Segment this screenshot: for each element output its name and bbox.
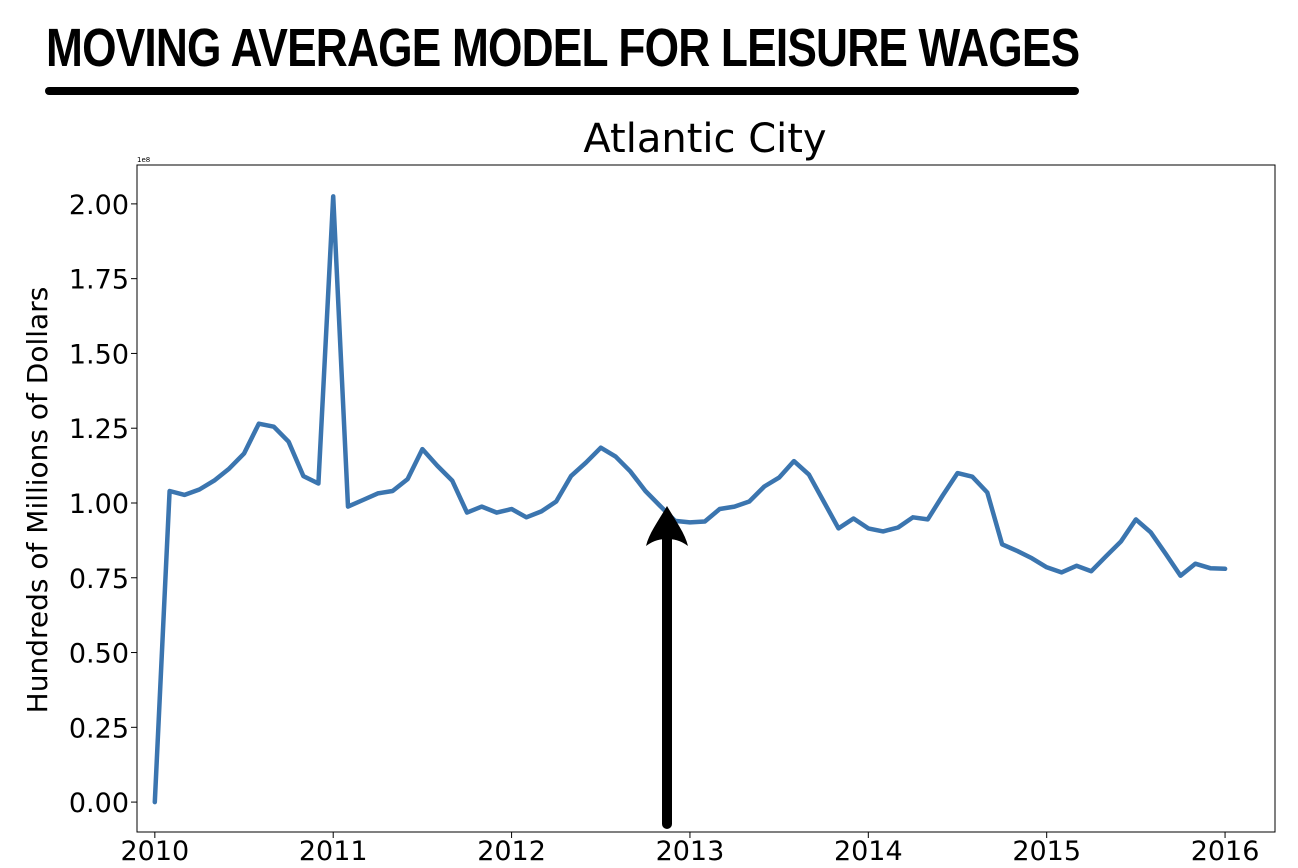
series-group	[152, 194, 1228, 805]
y-tick-label: 0.25	[69, 713, 129, 744]
x-tick-label: 2011	[299, 836, 368, 867]
y-axis-scale-label: 1e8	[137, 156, 150, 164]
y-tick-label: 0.50	[69, 639, 129, 670]
x-tick-label: 2013	[656, 836, 725, 867]
chart-title: Atlantic City	[583, 116, 826, 162]
y-tick-label: 2.00	[69, 190, 129, 221]
arrow-head	[646, 506, 688, 546]
y-tick-label: 0.75	[69, 564, 129, 595]
title-underline	[45, 87, 1079, 95]
x-tick-label: 2016	[1191, 836, 1260, 867]
page-title: MOVING AVERAGE MODEL FOR LEISURE WAGES	[46, 18, 1080, 78]
series-line	[152, 194, 1228, 805]
y-tick-label: 1.50	[69, 339, 129, 370]
y-tick-label: 1.75	[69, 265, 129, 296]
x-tick-label: 2015	[1012, 836, 1081, 867]
arrow-annotation	[646, 506, 688, 829]
y-tick-label: 1.25	[69, 414, 129, 445]
x-tick-label: 2012	[477, 836, 546, 867]
y-tick-label: 0.00	[69, 788, 129, 819]
y-axis-label: Hundreds of Millions of Dollars	[21, 287, 54, 714]
x-tick-label: 2014	[834, 836, 903, 867]
y-tick-label: 1.00	[69, 489, 129, 520]
plot-area-frame	[136, 164, 1276, 833]
axis-ticks: 2010 2011 2012 2013 2014 2015 2016 0.00 0.25 0.50…	[69, 190, 1260, 867]
x-tick-label: 2010	[120, 836, 189, 867]
